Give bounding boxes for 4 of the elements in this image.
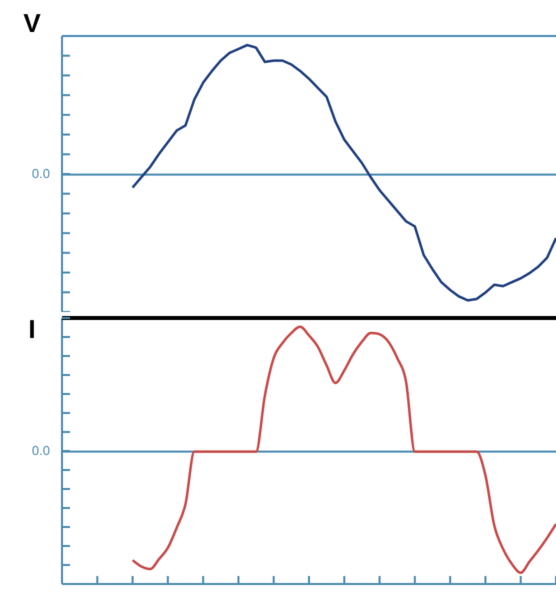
- y-axis-title: I: [28, 314, 36, 344]
- ref-line-label: 0.0: [32, 166, 50, 182]
- y-axis-title: V: [23, 8, 42, 38]
- ref-line-label: 0.0: [32, 443, 50, 458]
